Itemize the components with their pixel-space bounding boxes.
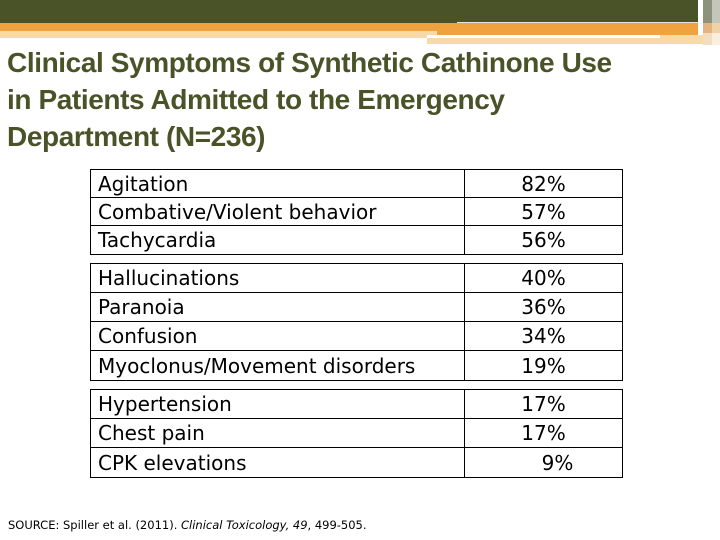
corner-accent-strip-inner xyxy=(703,0,712,45)
header-bar-orange-right xyxy=(427,23,698,35)
header-bar-orange-left xyxy=(0,23,427,31)
percent-value-cell: 56% xyxy=(521,228,566,252)
percent-value-cell: 40% xyxy=(521,266,566,290)
source-citation-journal: Clinical Toxicology, 49 xyxy=(181,518,308,532)
table-group-1: Agitation 82% Combative/Violent behavior… xyxy=(90,169,623,255)
source-citation: SOURCE: Spiller et al. (2011). Clinical … xyxy=(8,518,367,532)
source-citation-pages: , 499-505. xyxy=(307,518,367,532)
symptom-label-cell: Hallucinations xyxy=(91,264,465,292)
slide-title-line-1: Clinical Symptoms of Synthetic Cathinone… xyxy=(7,47,612,78)
percent-value-cell: 9% xyxy=(541,450,574,475)
table-row: Tachycardia 56% xyxy=(91,226,622,254)
symptom-label-cell: Myoclonus/Movement disorders xyxy=(91,351,465,380)
symptom-label-cell: CPK elevations xyxy=(91,448,465,477)
source-citation-prefix: SOURCE: Spiller et al. (2011). xyxy=(8,518,181,532)
header-stripe-peach-left xyxy=(0,31,437,38)
table-row: Combative/Violent behavior 57% xyxy=(91,198,622,226)
header-stripe-peach-right xyxy=(427,35,710,44)
percent-value-cell: 57% xyxy=(521,199,566,224)
percent-value-cell: 36% xyxy=(521,295,566,319)
slide-title: Clinical Symptoms of Synthetic Cathinone… xyxy=(7,44,717,155)
table-row: Chest pain 17% xyxy=(91,419,622,448)
symptom-label-cell: Paranoia xyxy=(91,293,465,321)
table-row: Myoclonus/Movement disorders 19% xyxy=(91,351,622,380)
percent-value-cell: 17% xyxy=(521,392,566,416)
table-row: CPK elevations 9% xyxy=(91,448,622,477)
slide-title-line-3: Department (N=236) xyxy=(7,121,266,152)
table-row: Confusion 34% xyxy=(91,322,622,351)
symptom-label-cell: Hypertension xyxy=(91,390,465,418)
table-row: Agitation 82% xyxy=(91,170,622,198)
percent-value-cell: 34% xyxy=(521,324,566,348)
table-row: Paranoia 36% xyxy=(91,293,622,322)
symptom-label-cell: Combative/Violent behavior xyxy=(91,198,465,225)
table-row: Hallucinations 40% xyxy=(91,264,622,293)
table-row: Hypertension 17% xyxy=(91,390,622,419)
symptoms-table: Agitation 82% Combative/Violent behavior… xyxy=(90,169,623,478)
header-bar-dark xyxy=(0,0,698,23)
percent-value-cell: 17% xyxy=(521,421,566,445)
table-group-3: Hypertension 17% Chest pain 17% CPK elev… xyxy=(90,389,623,478)
slide-title-line-2: in Patients Admitted to the Emergency xyxy=(7,84,505,115)
percent-value-cell: 82% xyxy=(521,171,566,196)
symptom-label-cell: Tachycardia xyxy=(91,226,465,254)
symptom-label-cell: Chest pain xyxy=(91,419,465,447)
header-stripe-white xyxy=(427,35,660,38)
symptom-label-cell: Agitation xyxy=(91,170,465,197)
symptom-label-cell: Confusion xyxy=(91,322,465,350)
percent-value-cell: 19% xyxy=(521,353,566,378)
corner-accent-strip-outer xyxy=(712,0,720,45)
table-group-2: Hallucinations 40% Paranoia 36% Confusio… xyxy=(90,263,623,381)
